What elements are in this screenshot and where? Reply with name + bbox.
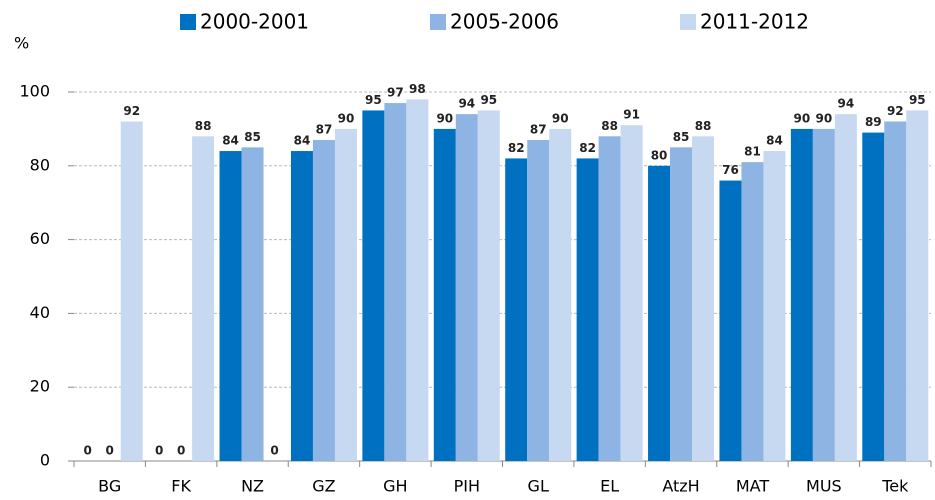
legend-label: 2011-2012 <box>700 10 809 34</box>
value-label: 84 <box>294 134 311 148</box>
x-tick-label: GH <box>383 477 407 496</box>
bar <box>312 139 335 461</box>
y-axis-label: % <box>14 34 29 53</box>
bar <box>433 128 456 461</box>
value-label: 85 <box>673 130 690 144</box>
value-label: 94 <box>838 97 855 111</box>
bar <box>741 162 764 462</box>
bar <box>620 125 643 462</box>
legend-label: 2005-2006 <box>450 10 559 34</box>
value-label: 87 <box>316 122 333 136</box>
value-label: 84 <box>222 134 239 148</box>
bar <box>884 121 907 462</box>
value-label: 85 <box>244 130 261 144</box>
value-label: 97 <box>387 86 404 100</box>
value-label: 0 <box>84 444 92 458</box>
bar <box>719 180 742 461</box>
x-tick-label: NZ <box>241 477 264 496</box>
value-label: 0 <box>106 444 114 458</box>
y-tick-label: 100 <box>19 82 50 101</box>
bar <box>290 151 313 462</box>
value-label: 90 <box>552 111 569 125</box>
x-tick-label: PIH <box>454 477 480 496</box>
value-label: 91 <box>623 108 640 122</box>
bar <box>455 114 478 461</box>
value-label: 89 <box>865 115 882 129</box>
y-tick-label: 20 <box>30 377 50 396</box>
bar <box>812 128 835 461</box>
x-tick-label: GL <box>528 477 549 496</box>
legend-label: 2000-2001 <box>200 10 309 34</box>
x-tick-label: MUS <box>806 477 842 496</box>
bar <box>549 128 572 461</box>
value-label: 90 <box>816 111 833 125</box>
value-label: 76 <box>722 163 739 177</box>
value-label: 94 <box>458 97 475 111</box>
y-tick-label: 0 <box>40 451 50 470</box>
value-label: 95 <box>480 93 497 107</box>
bar <box>790 128 813 461</box>
bar <box>576 158 599 462</box>
value-label: 82 <box>579 141 596 155</box>
value-label: 95 <box>909 93 926 107</box>
legend-swatch <box>680 14 696 30</box>
x-tick-label: AtzH <box>662 477 699 496</box>
x-tick-label: BG <box>98 477 121 496</box>
bar <box>384 103 407 461</box>
value-label: 87 <box>530 122 547 136</box>
value-label: 90 <box>436 111 453 125</box>
value-label: 95 <box>365 93 382 107</box>
value-label: 92 <box>123 104 140 118</box>
bar <box>334 128 357 461</box>
bar <box>219 151 242 462</box>
legend-swatch <box>180 14 196 30</box>
value-label: 0 <box>155 444 163 458</box>
bar <box>692 136 715 461</box>
value-label: 90 <box>338 111 355 125</box>
bar <box>505 158 528 462</box>
bar <box>906 110 929 461</box>
y-tick-label: 60 <box>30 229 50 248</box>
x-tick-label: EL <box>600 477 619 496</box>
bar <box>362 110 385 461</box>
value-label: 88 <box>601 119 618 133</box>
bar <box>763 151 786 462</box>
legend-swatch <box>430 14 446 30</box>
bar <box>120 121 143 462</box>
value-label: 88 <box>195 119 212 133</box>
y-tick-label: 80 <box>30 155 50 174</box>
bar <box>862 132 885 461</box>
bar <box>241 147 264 461</box>
y-tick-label: 40 <box>30 303 50 322</box>
x-tick-label: MAT <box>736 477 770 496</box>
bar <box>406 99 429 461</box>
bar <box>834 114 857 461</box>
bar <box>527 139 550 461</box>
bar <box>670 147 693 461</box>
value-label: 81 <box>744 145 761 159</box>
value-label: 98 <box>409 82 426 96</box>
value-label: 88 <box>695 119 712 133</box>
value-label: 80 <box>651 148 668 162</box>
x-tick-label: GZ <box>312 477 335 496</box>
value-label: 0 <box>177 444 185 458</box>
x-tick-label: FK <box>171 477 191 496</box>
value-label: 92 <box>887 104 904 118</box>
bar <box>598 136 621 461</box>
bar <box>192 136 215 461</box>
value-label: 84 <box>766 134 783 148</box>
bar <box>477 110 500 461</box>
bar <box>648 165 671 462</box>
value-label: 82 <box>508 141 525 155</box>
x-tick-label: Tek <box>881 477 909 496</box>
value-label: 90 <box>794 111 811 125</box>
value-label: 0 <box>270 444 278 458</box>
